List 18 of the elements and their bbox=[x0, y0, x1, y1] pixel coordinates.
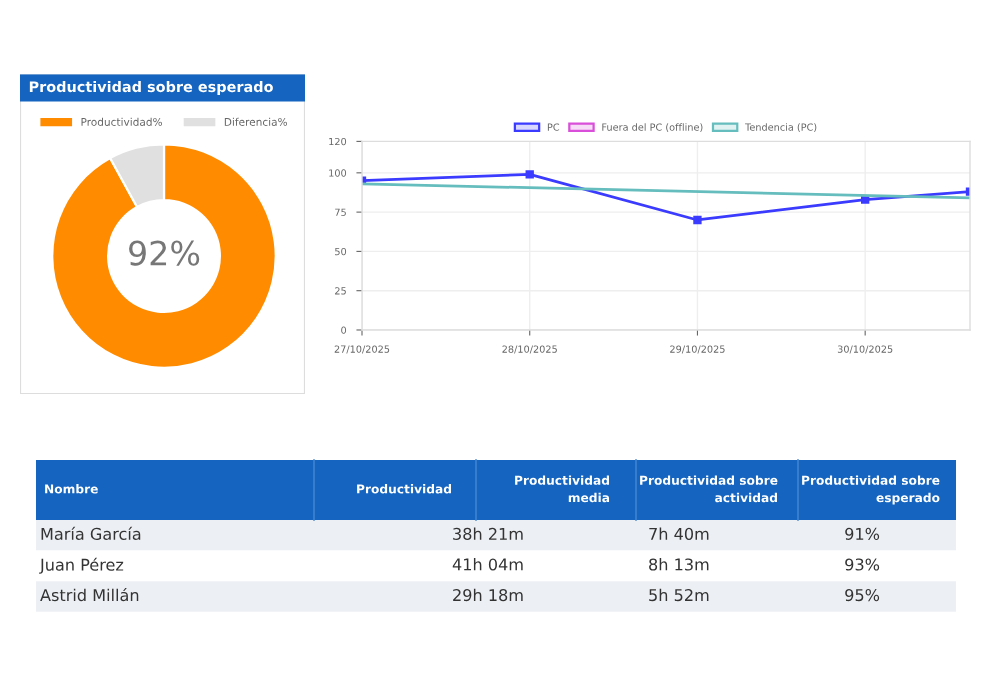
text: 91% bbox=[845, 527, 880, 540]
point bbox=[861, 195, 870, 204]
text: 41h 04m bbox=[452, 558, 523, 571]
text: 92% bbox=[129, 240, 200, 266]
text: Astrid Millán bbox=[40, 588, 139, 602]
donut-slice bbox=[51, 143, 277, 369]
text: 29h 18m bbox=[453, 588, 523, 602]
text: 8h 13m bbox=[649, 558, 709, 571]
point bbox=[525, 170, 534, 179]
text: 38h 21m bbox=[453, 527, 523, 540]
text: 7h 40m bbox=[649, 527, 709, 540]
text: 95% bbox=[845, 588, 880, 602]
text: Juan Pérez bbox=[39, 557, 124, 574]
point bbox=[693, 215, 702, 225]
line-series bbox=[362, 170, 970, 225]
text: 5h 52m bbox=[649, 588, 709, 602]
text: 93% bbox=[845, 558, 880, 571]
text: María García bbox=[41, 526, 141, 540]
